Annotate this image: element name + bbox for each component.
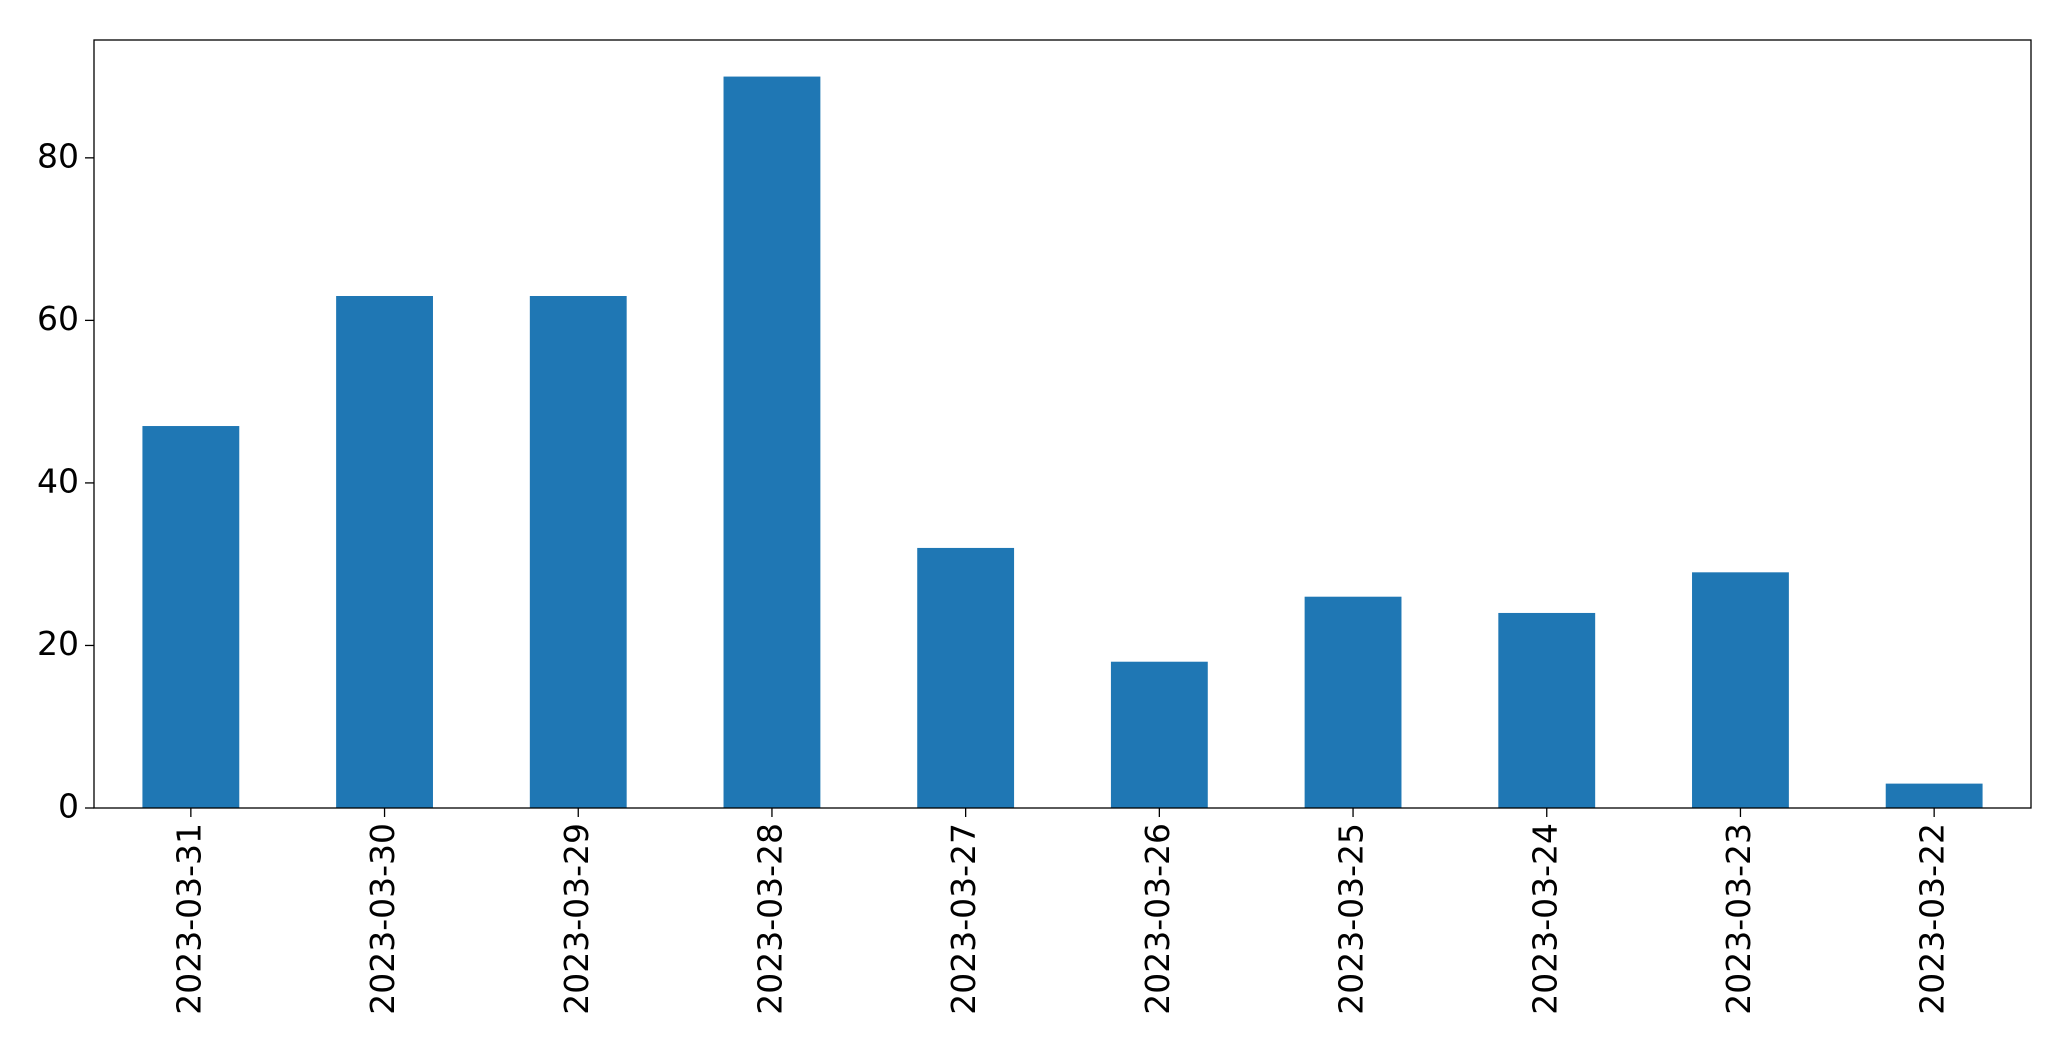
y-tick-label: 40 [37, 461, 79, 500]
x-tick-label: 2023-03-24 [1525, 823, 1564, 1015]
plot-frame [93, 39, 2032, 809]
x-tick-label: 2023-03-29 [557, 823, 596, 1015]
x-tick-label: 2023-03-22 [1913, 823, 1952, 1015]
x-tick-label: 2023-03-28 [750, 823, 789, 1015]
bar [1110, 661, 1208, 808]
x-tick-label: 2023-03-23 [1719, 823, 1758, 1015]
bar [1692, 572, 1789, 808]
bar [917, 547, 1015, 808]
bar [723, 76, 821, 809]
bar [142, 426, 240, 808]
x-tick-label: 2023-03-30 [363, 823, 402, 1015]
x-tick-label: 2023-03-26 [1138, 823, 1177, 1015]
x-tick-label: 2023-03-31 [169, 823, 208, 1015]
y-tick-label: 20 [37, 624, 79, 663]
bar [1885, 783, 1983, 808]
bar [1498, 612, 1596, 808]
bar [336, 296, 433, 808]
x-tick-label: 2023-03-27 [944, 823, 983, 1015]
bar [529, 296, 627, 808]
y-tick-label: 0 [58, 787, 79, 826]
y-tick-label: 80 [37, 136, 79, 175]
x-tick-label: 2023-03-25 [1332, 823, 1371, 1015]
bar [1304, 596, 1402, 808]
y-tick-label: 60 [37, 299, 79, 338]
